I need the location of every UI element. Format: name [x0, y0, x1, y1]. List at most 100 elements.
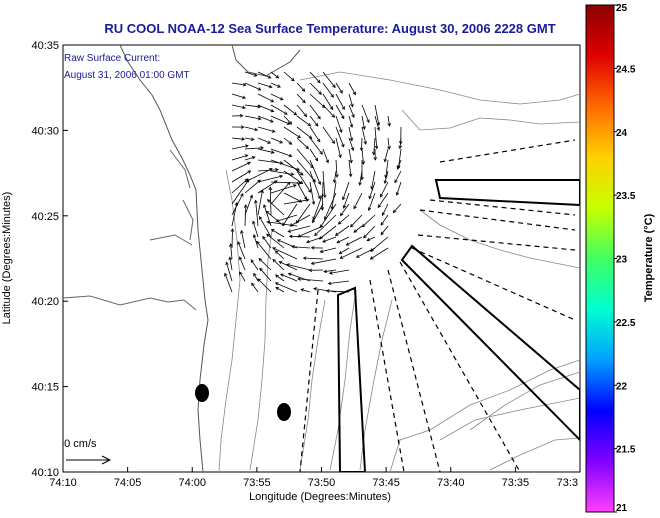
current-vector	[370, 247, 389, 260]
current-vector	[397, 159, 402, 170]
current-vector-head	[251, 282, 255, 287]
current-vector	[283, 71, 295, 82]
current-vector	[271, 229, 285, 238]
current-vector-head	[234, 201, 239, 206]
current-vector-head	[316, 79, 321, 84]
current-vector-head	[369, 256, 374, 260]
current-vector-head	[241, 137, 246, 141]
current-vector	[361, 115, 365, 130]
current-vector-head	[325, 289, 330, 293]
colorbar-tick-label: 25	[616, 3, 628, 14]
current-vector	[322, 170, 326, 198]
current-vector-head	[367, 207, 372, 212]
current-vector-head	[279, 140, 284, 144]
current-vector-head	[293, 112, 298, 116]
x-axis-label: Longitude (Degrees:Minutes)	[249, 491, 391, 503]
current-vector	[270, 115, 290, 125]
current-vector	[297, 225, 324, 238]
current-vector-head	[318, 91, 323, 95]
current-vector-head	[284, 111, 288, 115]
current-vector	[289, 214, 311, 227]
current-vector	[256, 241, 272, 260]
current-vector-head	[270, 150, 275, 154]
current-vector	[309, 137, 323, 155]
current-vector	[244, 156, 255, 161]
current-vector-head	[363, 234, 367, 239]
current-vector-head	[349, 159, 353, 164]
current-vector-head	[302, 256, 307, 260]
current-vector	[319, 203, 337, 228]
current-vector-head	[334, 232, 339, 236]
current-vector	[244, 168, 273, 183]
current-vector	[311, 258, 337, 265]
current-vector	[309, 71, 321, 83]
current-vector-head	[286, 181, 291, 186]
current-vector	[230, 243, 233, 260]
current-vector	[244, 179, 261, 194]
current-vector-head	[256, 240, 260, 245]
current-vector	[257, 169, 279, 172]
current-vector	[244, 71, 257, 77]
current-vector	[231, 82, 246, 86]
current-vector-head	[342, 196, 346, 201]
current-vector-head	[387, 146, 391, 150]
current-vector-head	[376, 122, 381, 127]
current-vector	[348, 115, 353, 128]
current-vector	[309, 115, 319, 127]
current-vector	[283, 170, 303, 184]
current-vector	[231, 104, 246, 109]
current-vector-head	[383, 180, 388, 185]
current-vector-head	[228, 256, 232, 261]
current-vector	[394, 170, 402, 183]
current-vector-head	[242, 95, 247, 99]
current-vector	[335, 115, 342, 133]
current-vector	[343, 192, 350, 209]
current-vector-head	[321, 104, 326, 109]
current-vector	[384, 170, 389, 184]
current-vector	[231, 202, 238, 227]
current-vector-head	[317, 115, 321, 120]
current-vector	[231, 178, 248, 194]
current-vector	[361, 137, 363, 151]
current-vector-head	[267, 75, 272, 79]
current-vector	[257, 175, 283, 183]
current-vector	[296, 137, 309, 149]
current-vector	[259, 267, 272, 282]
current-vector	[328, 280, 350, 284]
current-vector	[387, 115, 390, 126]
current-vector	[244, 126, 258, 131]
current-vector	[270, 82, 281, 88]
current-vector-head	[322, 194, 327, 199]
current-vector	[348, 93, 353, 107]
current-vector-head	[350, 223, 354, 228]
current-vector-head	[341, 115, 345, 120]
current-vector-head	[250, 137, 255, 141]
current-vector-head	[319, 249, 324, 254]
current-vector-head	[288, 141, 293, 145]
current-vector-head	[258, 215, 263, 220]
current-vector-head	[288, 153, 293, 158]
current-vector	[309, 104, 321, 120]
current-vector-head	[254, 199, 258, 204]
current-vector-head	[270, 119, 274, 123]
current-vector-head	[275, 219, 280, 223]
contour-4	[329, 289, 357, 471]
current-vector	[399, 137, 402, 149]
current-vector-head	[253, 272, 257, 277]
current-vector-head	[328, 271, 333, 275]
inland-coast	[63, 149, 197, 311]
current-vector-head	[254, 127, 259, 132]
current-vector	[387, 137, 390, 150]
current-vector-head	[245, 144, 249, 148]
current-vector-head	[330, 206, 335, 210]
current-vector	[380, 181, 389, 198]
current-vector	[258, 258, 272, 271]
current-vector-head	[351, 114, 355, 118]
contour-3	[299, 299, 326, 471]
current-vector-head	[298, 199, 303, 203]
mooring-dot-2	[277, 403, 291, 421]
current-vector	[267, 199, 285, 216]
current-vector	[251, 282, 259, 293]
current-vector-head	[258, 258, 263, 262]
current-vector-head	[358, 182, 362, 186]
